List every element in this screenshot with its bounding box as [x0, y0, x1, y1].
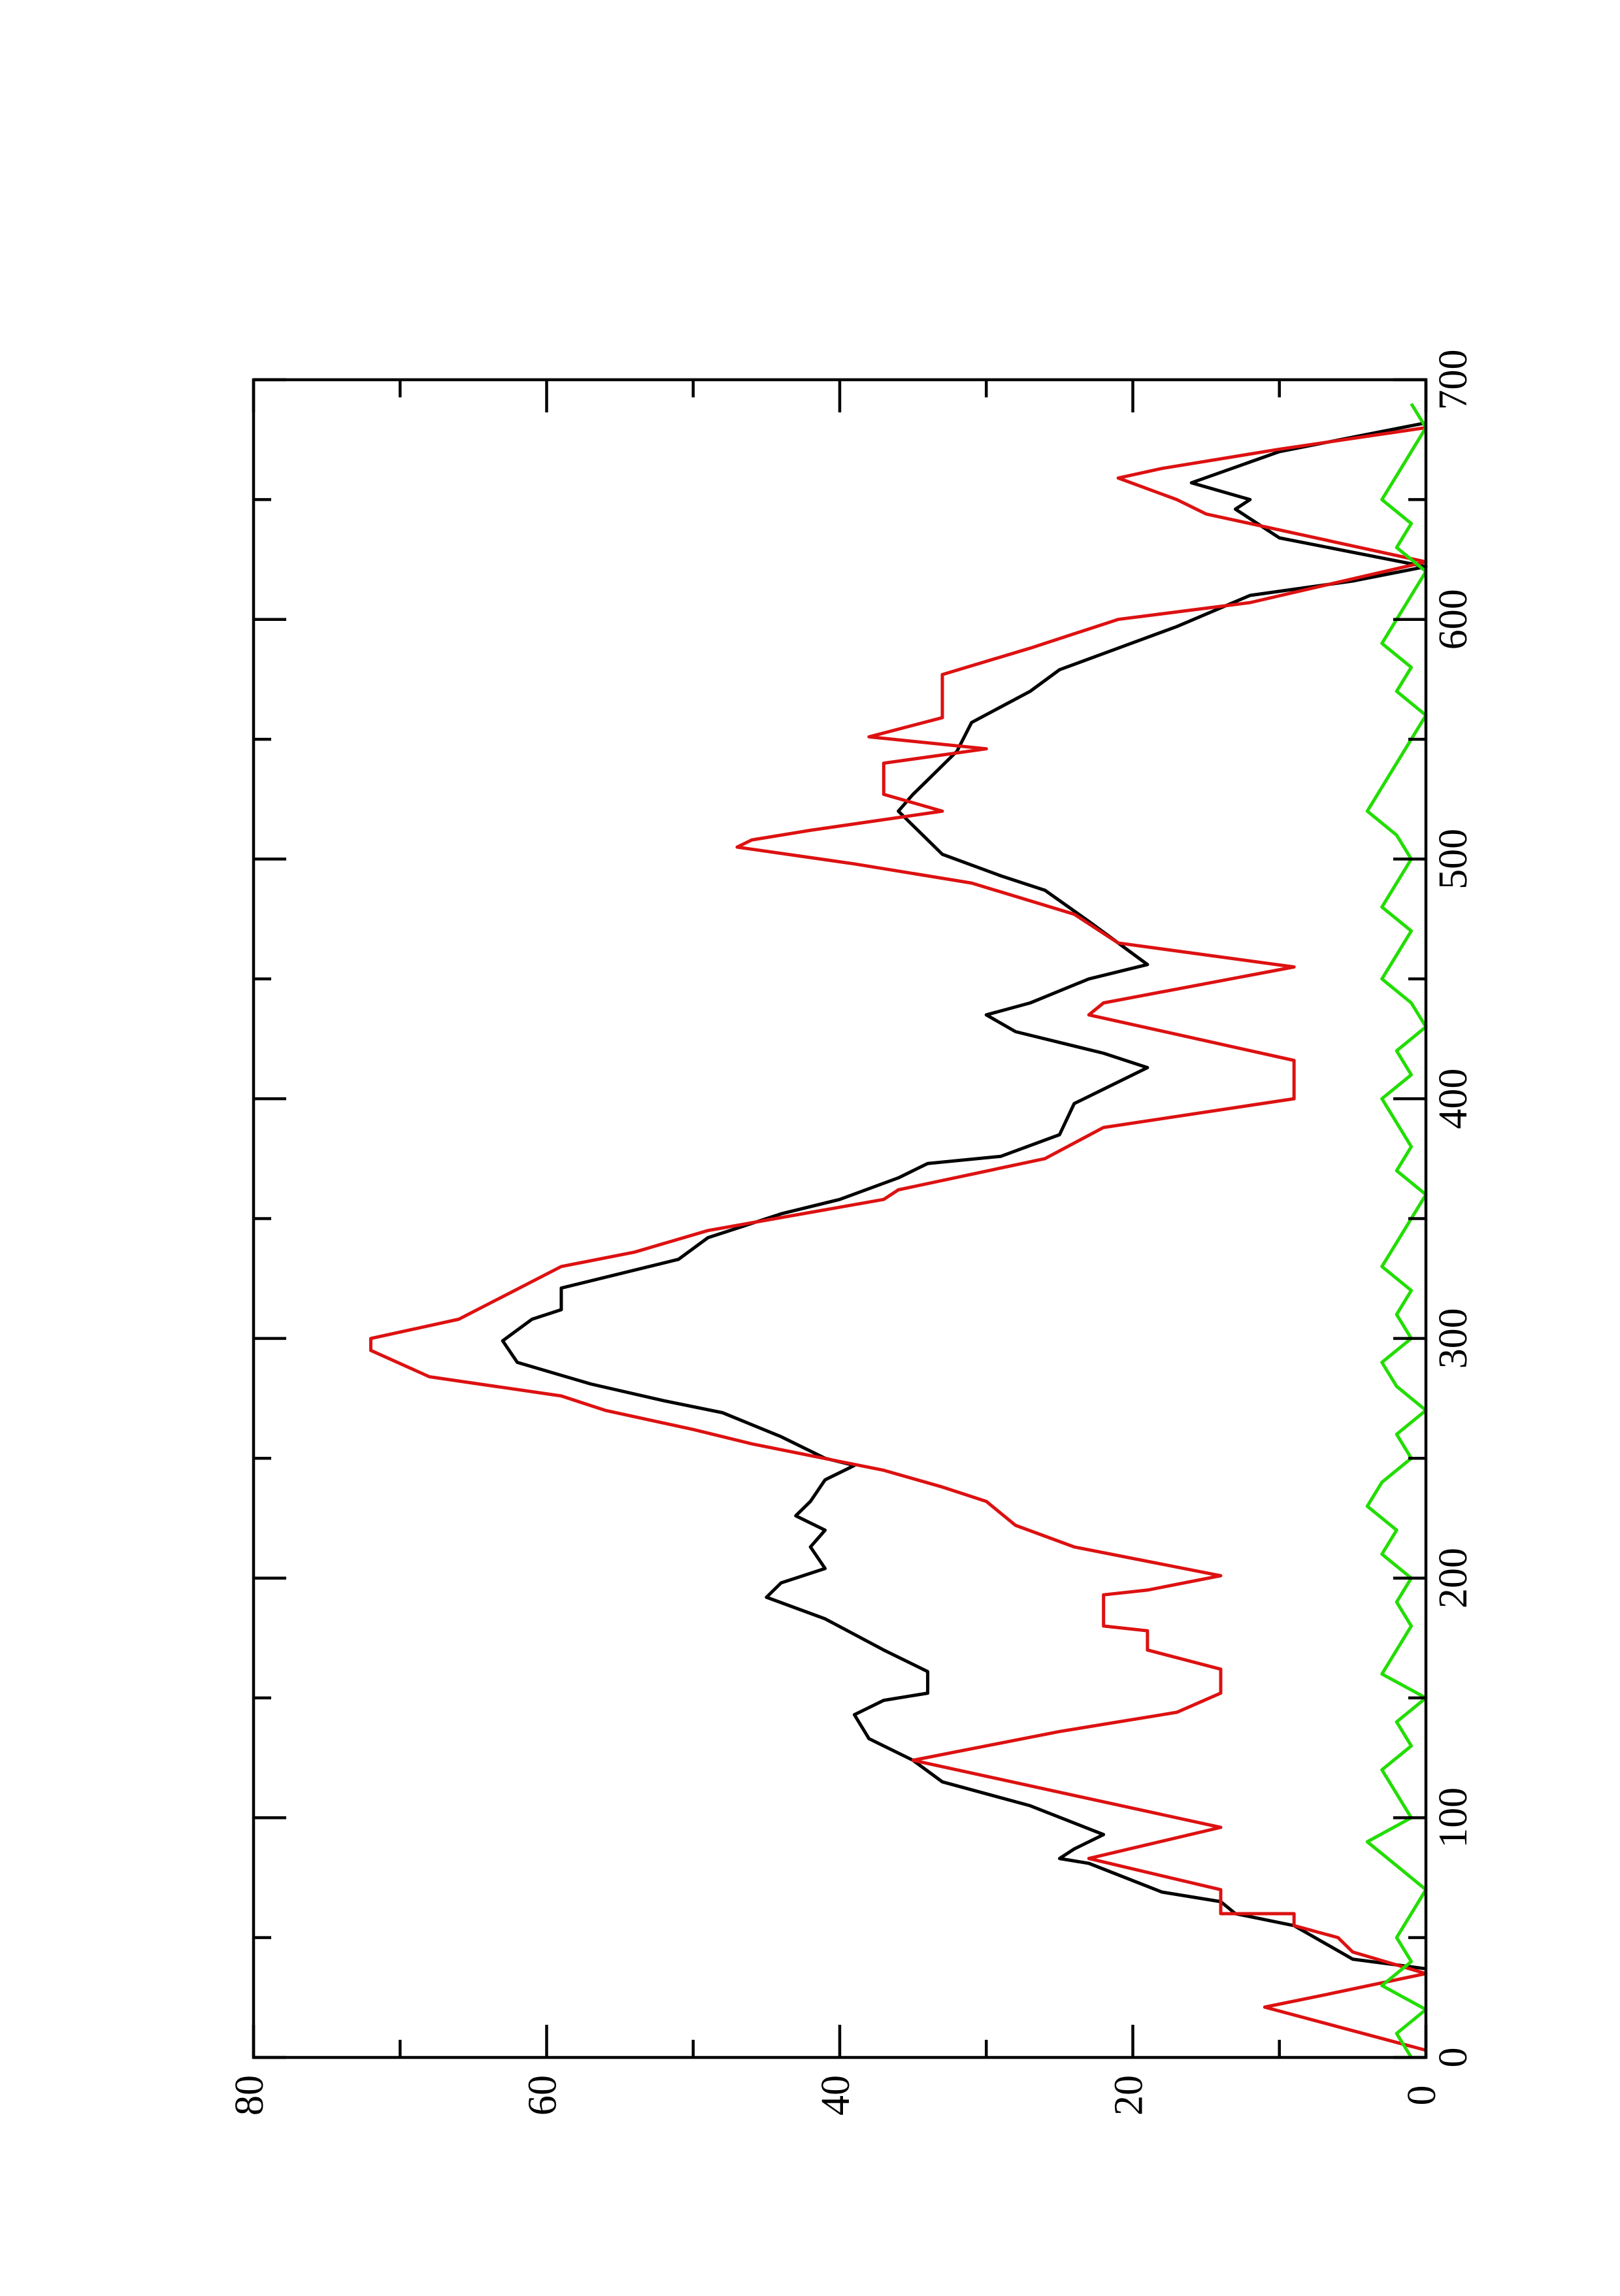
- y-tick-label: 20: [1107, 2075, 1151, 2116]
- series-line: [501, 421, 1428, 1971]
- plot-frame: [252, 378, 1428, 2059]
- y-tick-label: 40: [814, 2075, 858, 2116]
- y-tick-label: 80: [227, 2075, 272, 2116]
- x-tick-label: 700: [1431, 350, 1476, 410]
- x-tick-label: 0: [1431, 2048, 1476, 2068]
- x-tick-label: 600: [1431, 589, 1476, 650]
- series-line: [1365, 403, 1428, 2059]
- x-tick-label: 500: [1431, 829, 1476, 890]
- series-line: [369, 425, 1428, 2052]
- x-tick-label: 100: [1431, 1788, 1476, 1848]
- y-tick-label: 60: [521, 2075, 565, 2116]
- x-tick-label: 300: [1431, 1308, 1476, 1369]
- y-tick-label: 0: [1400, 2086, 1444, 2106]
- x-tick-label: 400: [1431, 1069, 1476, 1129]
- x-tick-label: 200: [1431, 1548, 1476, 1608]
